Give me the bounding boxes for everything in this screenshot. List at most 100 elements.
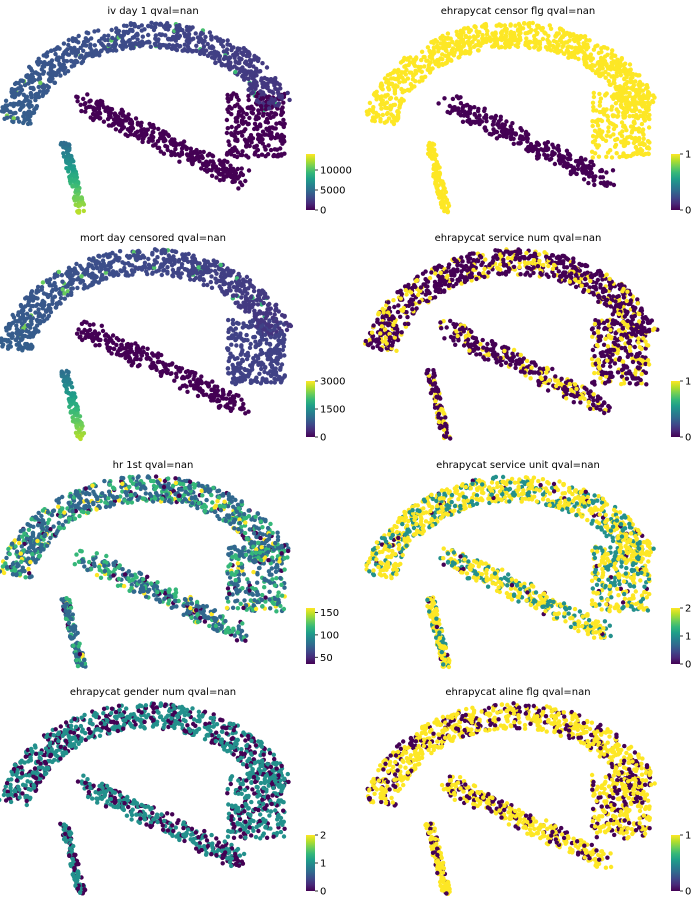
scatter-point: [275, 132, 280, 137]
panel-title: mort day censored qval=nan: [80, 233, 226, 244]
scatter-point: [636, 89, 642, 94]
scatter-point: [203, 34, 208, 40]
scatter-point: [401, 79, 406, 84]
scatter-point: [19, 105, 24, 110]
scatter-point: [273, 76, 278, 81]
colorbar-tick-label: 3000: [320, 377, 345, 388]
scatter-point: [32, 326, 38, 331]
scatter-point: [31, 294, 36, 299]
scatter-point: [22, 333, 28, 339]
scatter-point: [243, 299, 248, 305]
scatter-point: [247, 280, 252, 286]
scatter-point: [14, 326, 20, 332]
scatter-point: [417, 79, 422, 84]
scatter-point: [392, 91, 398, 96]
scatter-point: [62, 296, 67, 301]
scatter-point: [219, 162, 225, 168]
scatter-point: [5, 107, 10, 113]
scatter-point: [596, 71, 601, 76]
scatter-point: [35, 61, 40, 66]
scatter-point: [265, 120, 271, 125]
scatter-point: [95, 260, 101, 265]
scatter-point: [96, 51, 102, 56]
scatter-point: [259, 324, 264, 329]
scatter-point: [386, 85, 391, 90]
scatter-point: [211, 45, 216, 50]
scatter-point: [252, 121, 258, 127]
scatter-point: [559, 39, 564, 45]
scatter-point: [209, 37, 214, 42]
scatter-point: [381, 102, 386, 107]
scatter-point: [523, 272, 528, 277]
scatter-point: [239, 50, 244, 55]
scatter-point: [620, 129, 625, 134]
scatter-point: [126, 255, 131, 260]
colorbar-tick-label: 1500: [320, 405, 345, 416]
scatter-point: [150, 252, 155, 257]
scatter-point: [231, 395, 237, 401]
scatter-point: [496, 119, 501, 124]
scatter-point: [588, 278, 593, 284]
scatter-point: [522, 21, 527, 26]
scatter-point: [278, 146, 283, 151]
scatter-point: [633, 145, 639, 150]
scatter-point: [568, 169, 574, 174]
scatter-point: [52, 272, 58, 277]
scatter-point: [0, 109, 5, 114]
scatter-point: [475, 48, 481, 53]
scatter-point: [275, 81, 280, 86]
scatter-point: [282, 313, 287, 319]
scatter-point: [254, 98, 260, 103]
scatter-point: [92, 50, 98, 55]
scatter-point: [226, 335, 231, 341]
scatter-point: [243, 76, 249, 81]
scatter-point: [61, 154, 67, 159]
scatter-point: [40, 314, 45, 320]
scatter-point: [257, 338, 263, 344]
scatter-point: [108, 110, 114, 116]
scatter-point: [257, 360, 262, 366]
scatter-point: [268, 147, 274, 153]
scatter-point: [238, 180, 243, 185]
scatter-point: [378, 82, 384, 87]
scatter-point: [503, 39, 509, 45]
scatter-point: [92, 43, 98, 48]
scatter-point: [262, 332, 268, 337]
scatter-point: [81, 48, 86, 53]
scatter-point: [637, 109, 642, 114]
scatter-point: [526, 39, 532, 44]
scatter-point: [226, 317, 231, 323]
scatter-point: [535, 141, 541, 146]
scatter-point: [249, 58, 254, 63]
scatter-point: [224, 291, 230, 296]
scatter-point: [262, 369, 267, 375]
scatter-point: [262, 292, 268, 297]
scatter-point: [250, 360, 256, 365]
scatter-point: [6, 321, 12, 327]
scatter-point: [165, 265, 170, 270]
scatter-point: [66, 37, 72, 43]
scatter-point: [244, 144, 249, 149]
scatter-point: [432, 156, 438, 162]
scatter-point: [239, 397, 244, 402]
scatter-point: [462, 109, 467, 114]
scatter-point: [477, 352, 483, 357]
scatter-point: [75, 285, 80, 291]
scatter-point: [621, 85, 626, 90]
scatter-point: [275, 154, 281, 159]
scatter-point: [103, 37, 108, 43]
scatter-point: [430, 141, 435, 146]
scatter-point: [234, 320, 240, 326]
scatter-point: [220, 167, 225, 172]
scatter-point: [73, 36, 78, 42]
scatter-point: [82, 285, 88, 290]
scatter-point: [571, 32, 576, 37]
scatter-point: [483, 36, 488, 41]
scatter-point: [592, 128, 598, 133]
scatter-point: [84, 30, 89, 35]
scatter-point: [53, 51, 58, 57]
scatter-point: [258, 89, 263, 94]
scatter-point: [114, 48, 119, 53]
scatter-point: [564, 165, 570, 170]
scatter-point: [562, 31, 567, 36]
